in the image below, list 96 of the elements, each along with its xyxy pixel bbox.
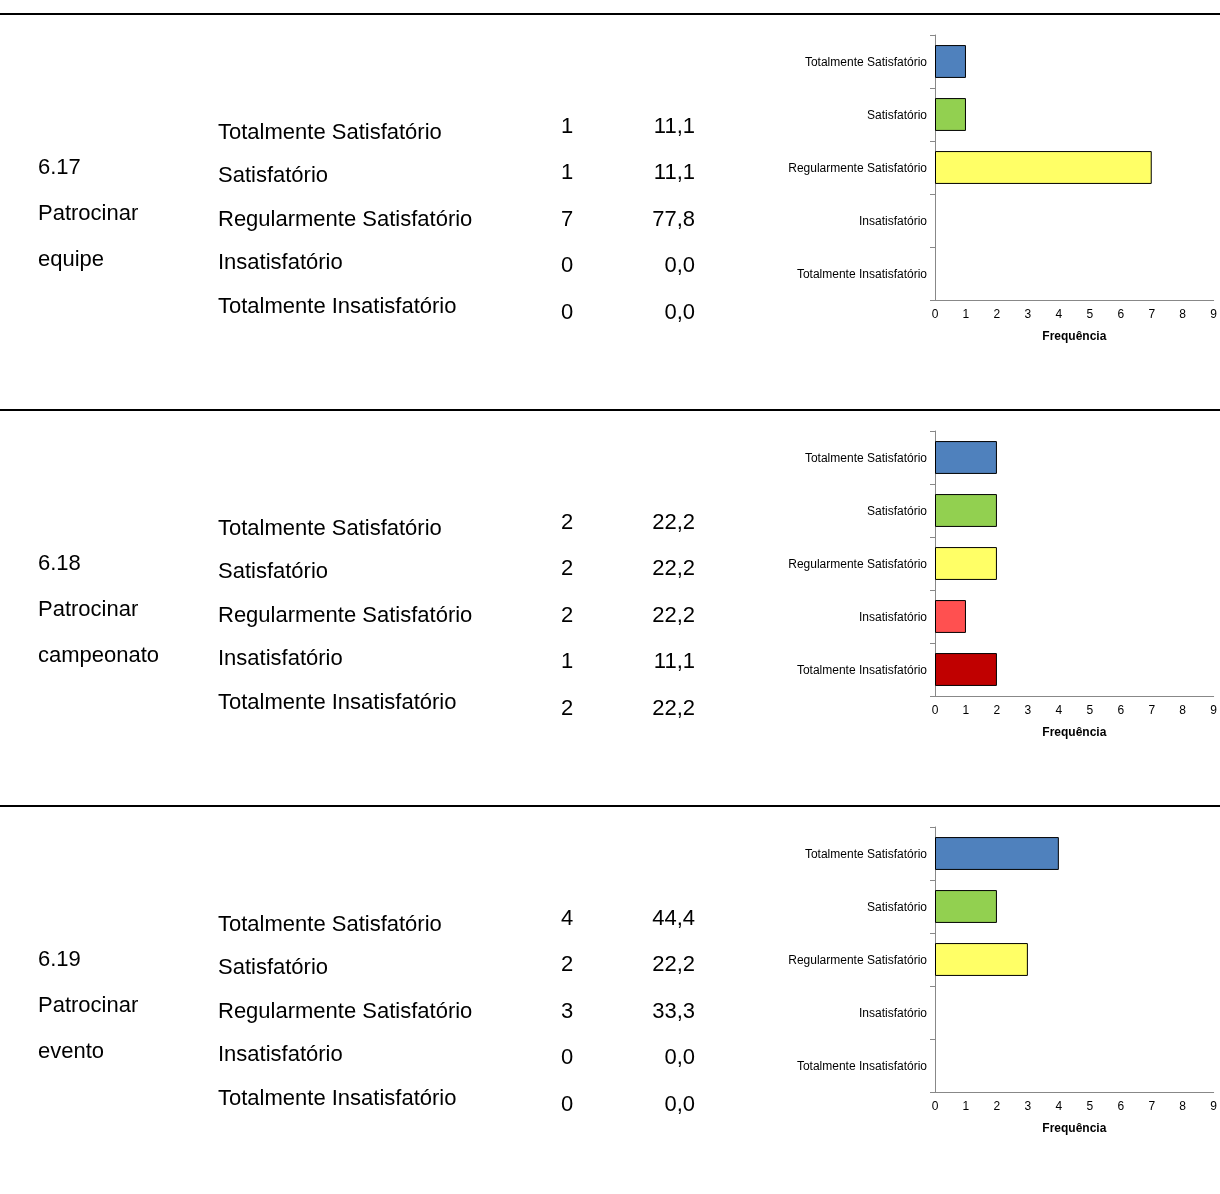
text: 2: [559, 602, 575, 628]
x-axis-title: Frequência: [1042, 329, 1107, 343]
x-tick-label: 4: [1055, 1099, 1063, 1113]
y-tick-label: Totalmente Insatisfatório: [796, 1058, 928, 1073]
category-label: Totalmente Insatisfatório: [218, 689, 457, 715]
category-label: Totalmente Satisfatório: [218, 911, 442, 937]
x-tick-label: 1: [962, 703, 970, 717]
x-tick-label: 5: [1086, 703, 1094, 717]
text: 0,0: [663, 1091, 695, 1117]
text: 0,0: [663, 299, 695, 325]
bar: [935, 890, 997, 923]
bar: [935, 943, 1028, 976]
x-tick-label: 8: [1179, 307, 1187, 321]
text: 0: [559, 1044, 575, 1070]
y-tick-label: Totalmente Insatisfatório: [796, 266, 928, 281]
x-tick-label: 9: [1210, 703, 1218, 717]
x-tick-label: 0: [931, 1099, 939, 1113]
category-label: Satisfatório: [218, 162, 329, 188]
x-axis-title: Frequência: [1042, 1121, 1107, 1135]
y-tick-label: Insatisfatório: [858, 609, 928, 624]
text: 22,2: [651, 555, 695, 581]
y-tick-label: Regularmente Satisfatório: [788, 160, 928, 175]
text: 6.17 Patrocinar equipe: [38, 153, 140, 273]
category-label: Totalmente Satisfatório: [218, 515, 442, 541]
text: 3: [559, 998, 575, 1024]
x-tick-label: 5: [1086, 1099, 1094, 1113]
text: 0,0: [663, 252, 695, 278]
y-tick-label: Regularmente Satisfatório: [788, 952, 928, 967]
y-tick-label: Insatisfatório: [858, 1005, 928, 1020]
text: 2: [559, 951, 575, 977]
x-tick-label: 3: [1024, 307, 1032, 321]
text: 22,2: [651, 509, 695, 535]
x-tick-label: 2: [993, 307, 1001, 321]
text: 1: [559, 113, 575, 139]
text: 1: [559, 648, 575, 674]
y-tick-label: Totalmente Satisfatório: [804, 54, 928, 69]
text: 0: [559, 252, 575, 278]
x-tick-label: 7: [1148, 1099, 1156, 1113]
y-tick-label: Totalmente Insatisfatório: [796, 662, 928, 677]
x-tick-label: 1: [962, 1099, 970, 1113]
text: 77,8: [651, 206, 695, 232]
y-tick-label: Totalmente Satisfatório: [804, 846, 928, 861]
x-tick-label: 6: [1117, 307, 1125, 321]
category-label: Regularmente Satisfatório: [218, 206, 473, 232]
text: 0,0: [663, 1044, 695, 1070]
text: 11,1: [652, 159, 695, 185]
x-tick-label: 4: [1055, 703, 1063, 717]
x-tick-label: 0: [931, 703, 939, 717]
y-tick-label: Insatisfatório: [858, 213, 928, 228]
text: 2: [559, 509, 575, 535]
text: 33,3: [651, 998, 695, 1024]
text: 11,1: [652, 113, 695, 139]
x-tick-label: 9: [1210, 1099, 1218, 1113]
x-tick-label: 7: [1148, 307, 1156, 321]
y-tick-label: Satisfatório: [866, 503, 928, 518]
x-tick-label: 7: [1148, 703, 1156, 717]
x-tick-label: 1: [962, 307, 970, 321]
text: 4: [559, 905, 575, 931]
text: 44,4: [651, 905, 695, 931]
text: 22,2: [651, 602, 695, 628]
x-tick-label: 5: [1086, 307, 1094, 321]
x-tick-label: 3: [1024, 703, 1032, 717]
x-tick-label: 2: [993, 1099, 1001, 1113]
text: 6.18 Patrocinar campeonato: [38, 549, 161, 669]
category-label: Insatisfatório: [218, 249, 343, 275]
category-label: Satisfatório: [218, 558, 329, 584]
text: 7: [559, 206, 575, 232]
x-tick-label: 3: [1024, 1099, 1032, 1113]
text: 6.19 Patrocinar evento: [38, 945, 140, 1065]
x-tick-label: 8: [1179, 703, 1187, 717]
x-tick-label: 4: [1055, 307, 1063, 321]
category-label: Regularmente Satisfatório: [218, 998, 473, 1024]
text: 11,1: [652, 648, 695, 674]
x-tick-label: 8: [1179, 1099, 1187, 1113]
x-tick-label: 6: [1117, 703, 1125, 717]
category-label: Insatisfatório: [218, 1041, 343, 1067]
y-tick-label: Regularmente Satisfatório: [788, 556, 928, 571]
category-label: Satisfatório: [218, 954, 329, 980]
category-label: Insatisfatório: [218, 645, 343, 671]
category-label: Totalmente Insatisfatório: [218, 1085, 457, 1111]
bar: [935, 837, 1059, 870]
text: 2: [559, 555, 575, 581]
category-label: Totalmente Satisfatório: [218, 119, 442, 145]
text: 1: [559, 159, 575, 185]
x-axis-title: Frequência: [1042, 725, 1107, 739]
x-tick-label: 2: [993, 703, 1001, 717]
category-label: Totalmente Insatisfatório: [218, 293, 457, 319]
text: 22,2: [651, 951, 695, 977]
y-tick-label: Satisfatório: [866, 107, 928, 122]
text: 22,2: [651, 695, 695, 721]
x-tick-label: 6: [1117, 1099, 1125, 1113]
y-tick-label: Totalmente Satisfatório: [804, 450, 928, 465]
category-label: Regularmente Satisfatório: [218, 602, 473, 628]
x-tick-label: 0: [931, 307, 939, 321]
y-tick-label: Satisfatório: [866, 899, 928, 914]
x-tick-label: 9: [1210, 307, 1218, 321]
